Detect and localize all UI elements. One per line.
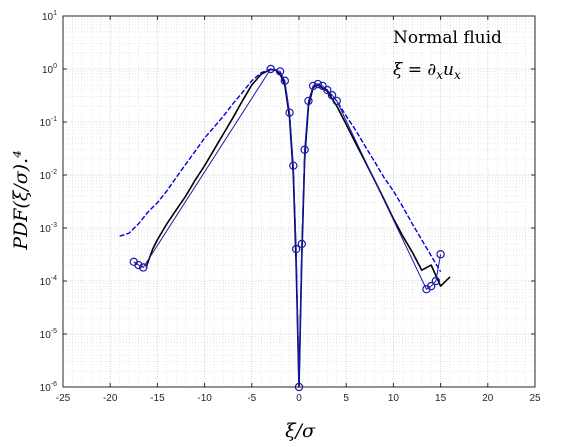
data-point-circle: [308, 81, 318, 91]
y-tick-label: 10-1: [40, 116, 57, 129]
data-point-circle: [332, 96, 341, 106]
y-tick-label: 10-2: [40, 169, 57, 182]
data-point-circle: [291, 244, 301, 254]
data-point-circle: [327, 91, 337, 100]
x-tick-label: -15: [150, 393, 165, 404]
y-tick-label: 100: [42, 63, 57, 76]
data-point-circle: [266, 64, 275, 74]
x-tick-label: -25: [56, 393, 71, 404]
y-tick-label: 101: [42, 10, 57, 23]
annotation-title: Normal fluid: [393, 28, 502, 48]
data-point-circle: [313, 79, 323, 89]
x-tick-label: 20: [482, 393, 494, 404]
y-tick-label: 10-3: [40, 222, 57, 235]
y-tick-label: 10-5: [40, 328, 57, 341]
y-tick-label: 10-6: [40, 381, 57, 394]
data-point-circle: [297, 239, 307, 249]
x-tick-label: 0: [296, 393, 302, 404]
data-point-circle: [289, 161, 298, 170]
tick-layer: -25 -20 -15 -10 -5 0 5 10 15 20 25 10-6 10-5 10-4 10-3…: [40, 10, 541, 404]
x-tick-label: -10: [197, 393, 212, 404]
data-point-circle: [426, 281, 436, 291]
data-point-circle: [275, 67, 285, 76]
data-point-circle: [139, 263, 148, 272]
data-point-circle: [134, 260, 143, 270]
grid: [63, 16, 535, 387]
x-tick-label: -20: [103, 393, 118, 404]
data-point-circle: [436, 250, 445, 259]
x-axis-label: ξ/σ: [285, 420, 316, 442]
data-point-circle: [280, 76, 290, 85]
annotation-formula: ξ = ∂xux: [393, 60, 461, 82]
series-layer: [119, 64, 451, 392]
data-point-circle: [318, 81, 327, 91]
x-tick-label: 5: [343, 393, 349, 404]
x-tick-label: 25: [529, 393, 541, 404]
y-axis-label: PDF(ξ/σ).⁴: [10, 150, 32, 251]
data-point-circle: [431, 276, 441, 286]
data-point-circle: [300, 145, 309, 154]
x-tick-label: 10: [388, 393, 400, 404]
x-tick-label: -5: [247, 393, 256, 404]
data-point-circle: [323, 85, 332, 95]
x-tick-label: 15: [435, 393, 447, 404]
data-point-circle: [304, 96, 313, 106]
y-tick-label: 10-4: [40, 275, 57, 288]
data-point-circle: [285, 108, 294, 117]
